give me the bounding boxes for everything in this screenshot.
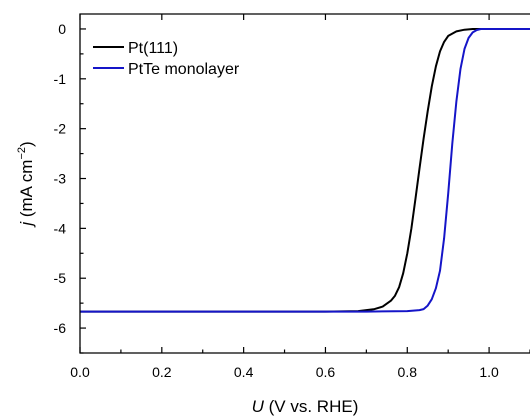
y-tick-label: -5 bbox=[54, 270, 67, 286]
y-tick-label: -4 bbox=[54, 220, 67, 236]
legend-label: PtTe monolayer bbox=[128, 61, 240, 78]
y-tick-label: -2 bbox=[54, 121, 67, 137]
x-axis-title-symbol: U bbox=[252, 397, 265, 416]
x-tick-label: 0.8 bbox=[398, 364, 418, 380]
x-tick-label: 0.6 bbox=[316, 364, 336, 380]
y-tick-label: 0 bbox=[58, 21, 66, 37]
x-tick-label: 0.4 bbox=[234, 364, 254, 380]
y-axis-title: j (mA cm−2) bbox=[16, 141, 36, 227]
plot-frame bbox=[79, 13, 530, 354]
series-line-ptte-monolayer bbox=[80, 28, 530, 313]
legend: Pt(111) PtTe monolayer bbox=[93, 40, 240, 78]
x-tick-label: 1.0 bbox=[479, 364, 499, 380]
y-axis-title-exponent: −2 bbox=[16, 147, 28, 160]
x-tick-label: 0.2 bbox=[152, 364, 172, 380]
legend-label: Pt(111) bbox=[128, 40, 178, 57]
x-axis-title: U (V vs. RHE) bbox=[252, 397, 359, 416]
series-layer bbox=[80, 28, 530, 313]
y-axis-title-unit: (mA cm bbox=[17, 160, 36, 222]
x-axis-title-unit: (V vs. RHE) bbox=[264, 397, 358, 416]
y-tick-label: -3 bbox=[54, 171, 67, 187]
axes-layer: 0.0 0.2 0.4 0.6 0.8 1.0 0 -1 -2 -3 -4 -5 -6 bbox=[54, 13, 530, 380]
y-tick-label: -1 bbox=[54, 71, 67, 87]
series-line-pt111 bbox=[80, 28, 530, 313]
y-tick-label: -6 bbox=[54, 320, 67, 336]
x-tick-label: 0.0 bbox=[70, 364, 90, 380]
y-axis-title-close: ) bbox=[17, 141, 36, 147]
y-axis-title-symbol: j bbox=[17, 221, 36, 228]
